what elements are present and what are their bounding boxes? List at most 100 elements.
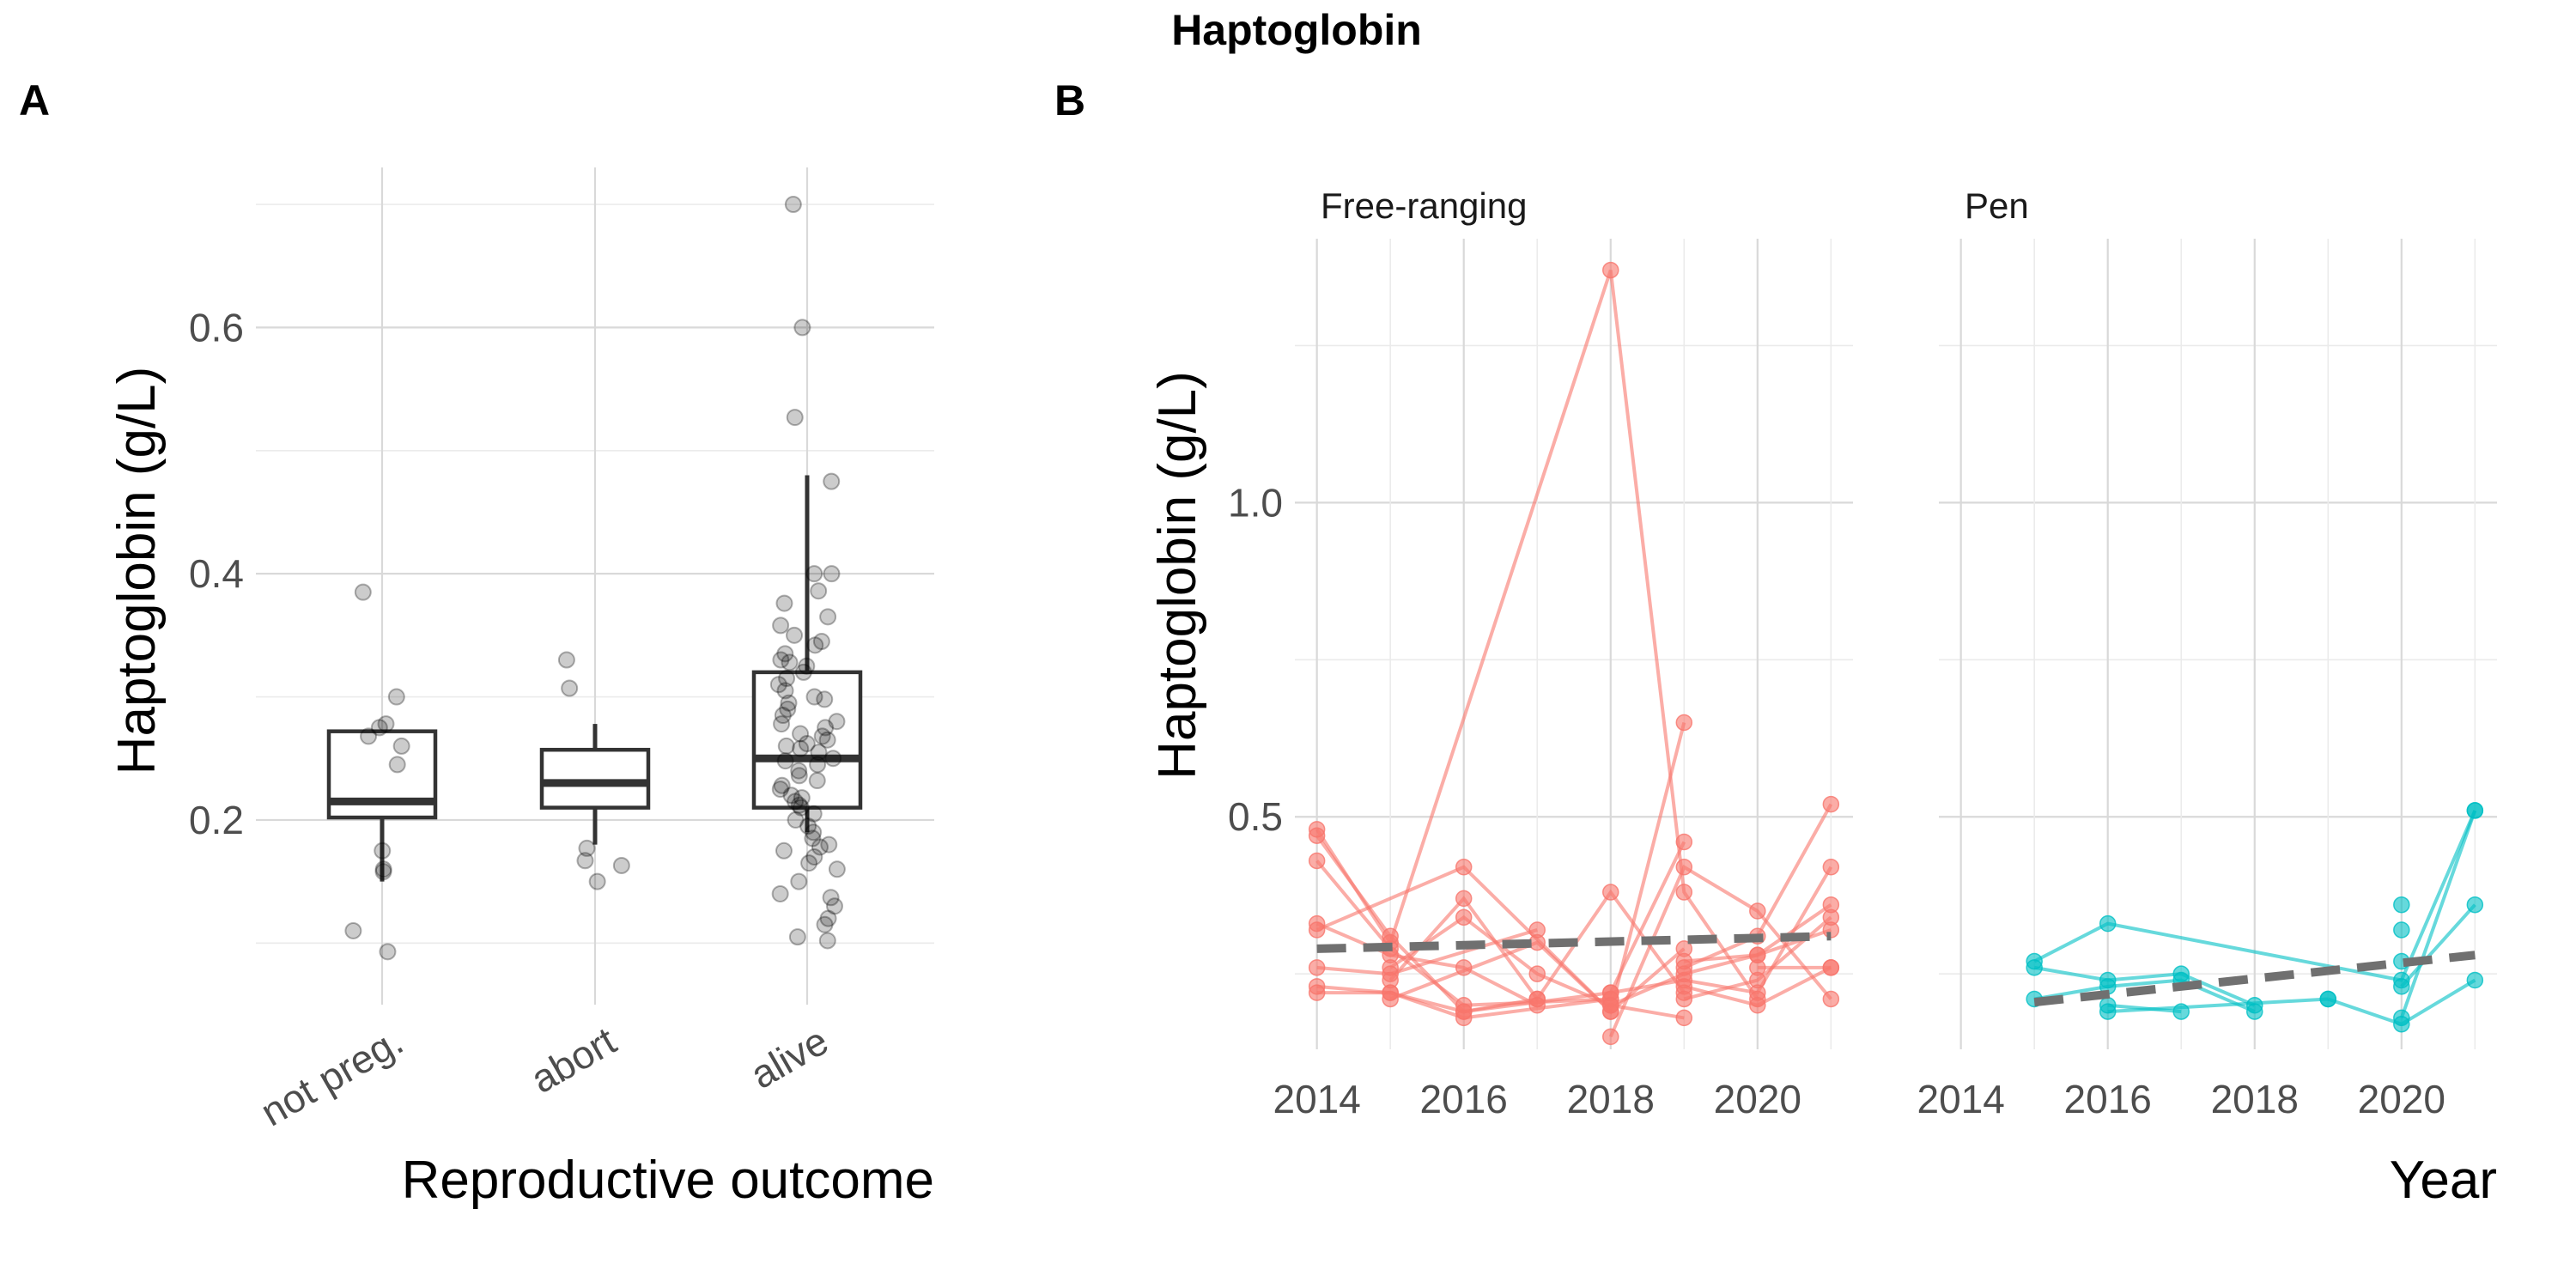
data-point bbox=[816, 690, 834, 708]
data-point bbox=[1822, 795, 1840, 813]
facet-label: Free-ranging bbox=[1321, 185, 1527, 226]
data-point bbox=[379, 943, 397, 961]
data-point bbox=[392, 737, 410, 755]
individual-line bbox=[1608, 864, 1832, 1038]
x-tick-label: 2014 bbox=[1273, 1077, 1360, 1121]
data-point bbox=[561, 679, 579, 697]
data-point bbox=[788, 928, 806, 946]
y-axis-title: Haptoglobin (g/L) bbox=[1148, 371, 1207, 780]
data-point bbox=[786, 626, 804, 644]
data-point bbox=[370, 719, 388, 737]
data-point bbox=[790, 767, 808, 785]
data-point bbox=[818, 731, 836, 749]
data-point bbox=[812, 633, 830, 651]
data-point bbox=[773, 715, 791, 733]
data-point bbox=[804, 829, 822, 848]
data-point bbox=[779, 700, 797, 718]
data-point bbox=[776, 752, 794, 770]
data-point bbox=[2026, 959, 2043, 976]
data-point bbox=[781, 653, 799, 671]
data-point bbox=[1749, 902, 1766, 920]
data-point bbox=[792, 799, 810, 817]
data-point bbox=[787, 811, 805, 829]
data-point bbox=[772, 651, 790, 669]
data-point bbox=[1528, 965, 1546, 982]
data-point bbox=[780, 694, 798, 712]
data-point bbox=[1602, 884, 1619, 901]
data-point bbox=[825, 897, 843, 915]
data-point bbox=[2466, 971, 2484, 989]
data-point bbox=[828, 713, 846, 731]
individual-line bbox=[1389, 940, 1686, 1014]
data-point bbox=[790, 872, 808, 890]
trend-line bbox=[2033, 951, 2476, 1007]
data-point bbox=[576, 852, 594, 870]
data-point bbox=[817, 719, 835, 737]
data-point bbox=[1308, 852, 1326, 870]
data-point bbox=[1308, 827, 1326, 844]
x-tick-label: 2016 bbox=[1420, 1077, 1508, 1121]
data-point bbox=[1455, 859, 1473, 876]
data-point bbox=[823, 565, 841, 583]
box-iqr bbox=[539, 747, 651, 810]
data-point bbox=[557, 651, 575, 669]
y-tick-label: 0.6 bbox=[189, 305, 244, 349]
data-point bbox=[776, 682, 794, 700]
facet-label: Pen bbox=[1965, 185, 2029, 226]
x-tick-label: 2020 bbox=[2358, 1077, 2445, 1121]
figure-title: Haptoglobin bbox=[1171, 6, 1422, 54]
data-point bbox=[793, 789, 811, 807]
data-point bbox=[2393, 921, 2410, 939]
data-point bbox=[387, 688, 405, 706]
data-point bbox=[793, 319, 811, 337]
data-point bbox=[778, 670, 796, 688]
data-point bbox=[775, 841, 793, 860]
x-tick-label: 2018 bbox=[2211, 1077, 2299, 1121]
data-point bbox=[1675, 1009, 1693, 1027]
data-point bbox=[775, 594, 793, 612]
data-point bbox=[786, 409, 804, 427]
data-point bbox=[811, 838, 829, 856]
x-tick-label: alive bbox=[743, 1018, 835, 1097]
data-point bbox=[819, 608, 837, 626]
data-point bbox=[2099, 1003, 2117, 1020]
data-point bbox=[787, 793, 805, 811]
data-point bbox=[374, 841, 392, 860]
data-point bbox=[1675, 990, 1693, 1008]
data-point bbox=[1602, 997, 1619, 1014]
data-point bbox=[2099, 914, 2117, 933]
data-point bbox=[776, 645, 794, 663]
data-point bbox=[792, 725, 810, 743]
data-point bbox=[1455, 908, 1473, 927]
data-point bbox=[773, 776, 791, 794]
x-axis-title: Reproductive outcome bbox=[402, 1151, 934, 1210]
data-point bbox=[805, 848, 823, 866]
data-point bbox=[1602, 261, 1619, 279]
data-point bbox=[816, 915, 834, 933]
data-point bbox=[354, 583, 372, 601]
x-tick-label: 2014 bbox=[1917, 1077, 2004, 1121]
y-tick-label: 1.0 bbox=[1228, 480, 1283, 525]
data-point bbox=[769, 676, 787, 694]
data-point bbox=[818, 932, 836, 950]
data-point bbox=[1822, 908, 1840, 927]
data-point bbox=[2466, 896, 2484, 914]
x-tick-label: 2020 bbox=[1714, 1077, 1801, 1121]
data-point bbox=[772, 617, 790, 635]
data-point bbox=[805, 565, 823, 583]
data-point bbox=[771, 884, 789, 902]
box-iqr bbox=[751, 670, 863, 810]
data-point bbox=[824, 750, 842, 768]
x-tick-label: 2016 bbox=[2064, 1077, 2152, 1121]
individual-line bbox=[1315, 721, 1686, 1015]
data-point bbox=[360, 727, 378, 745]
data-point bbox=[784, 196, 802, 214]
data-point bbox=[1382, 971, 1399, 989]
data-point bbox=[790, 762, 808, 780]
individual-line bbox=[2033, 965, 2256, 1007]
data-point bbox=[2246, 1003, 2263, 1020]
data-point bbox=[588, 872, 606, 890]
data-point bbox=[1382, 990, 1399, 1008]
individual-line bbox=[1316, 984, 1612, 1020]
x-tick-label: abort bbox=[523, 1018, 623, 1103]
